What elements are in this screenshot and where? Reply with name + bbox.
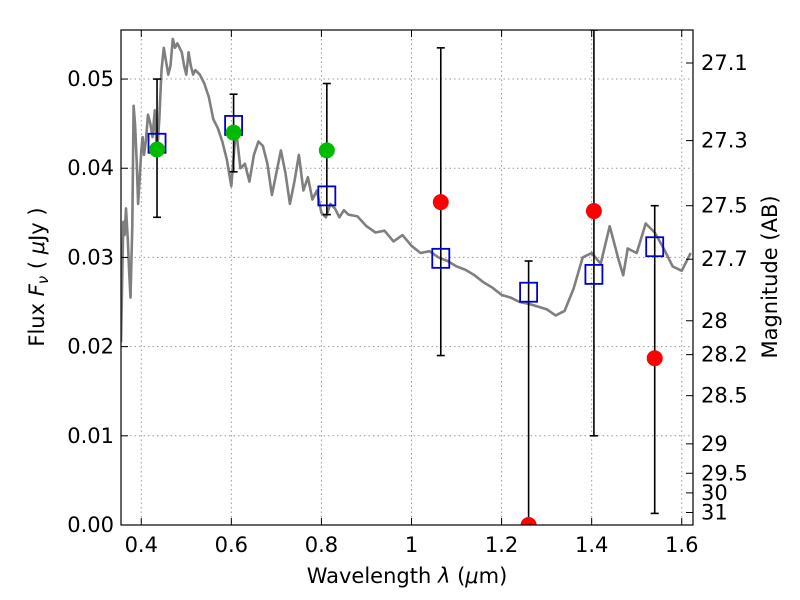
upper-limit-point xyxy=(585,203,602,220)
y2-tick-label: 29 xyxy=(701,432,728,456)
y-tick-label: 0.05 xyxy=(67,67,114,91)
model-photometry-box xyxy=(645,236,665,258)
y2-tick-label: 28.5 xyxy=(701,384,748,408)
detected-flux-point xyxy=(149,141,166,158)
x-tick-label: 0.4 xyxy=(125,533,158,557)
detected-flux-point xyxy=(225,124,242,141)
y2-tick-label: 29.5 xyxy=(701,461,748,485)
y-tick-label: 0.03 xyxy=(67,245,114,269)
grid xyxy=(121,30,693,526)
y-axis-label: Flux Fν ( μJy ) xyxy=(25,207,52,346)
detected-flux-point xyxy=(318,142,335,159)
y-tick-label: 0.02 xyxy=(67,335,114,359)
y-tick-label: 0.04 xyxy=(67,156,114,180)
y2-tick-label: 30 xyxy=(701,481,728,505)
x-tick-label: 1.2 xyxy=(485,533,518,557)
plot-area xyxy=(121,30,692,525)
y2-tick-label: 27.7 xyxy=(701,247,748,271)
y2-tick-label: 31 xyxy=(701,501,728,525)
x-tick-label: 1.6 xyxy=(665,533,698,557)
y2-tick-label: 27.1 xyxy=(701,51,748,75)
y2-tick-label: 28 xyxy=(701,309,728,333)
y-tick-label: 0.00 xyxy=(67,513,114,537)
upper-limit-point xyxy=(432,194,449,211)
y2-tick-label: 27.3 xyxy=(701,129,748,153)
axes-frame xyxy=(120,29,694,526)
y2-axis-label: Magnitude (AB) xyxy=(758,195,782,358)
x-tick-label: 1 xyxy=(405,533,418,557)
x-axis-label: Wavelength λ (μm) xyxy=(307,564,508,588)
y2-tick-label: 28.2 xyxy=(701,343,748,367)
x-tick-label: 0.6 xyxy=(215,533,248,557)
model-spectrum-line xyxy=(121,37,692,343)
y-tick-label: 0.01 xyxy=(67,424,114,448)
x-tick-label: 0.8 xyxy=(305,533,338,557)
y2-tick-label: 27.5 xyxy=(701,194,748,218)
x-tick-label: 1.4 xyxy=(575,533,608,557)
model-photometry-box xyxy=(519,281,539,303)
model-photometry-box xyxy=(431,247,451,269)
ticks: 0.4 0.6 0.8 1 1.2 1.4 1.6 0.00 0.01 0.02 0.03 0.04 0… xyxy=(67,30,748,557)
upper-limit-point xyxy=(520,517,537,525)
upper-limit-point xyxy=(646,350,663,367)
model-photometry-box xyxy=(317,185,337,207)
model-photometry-box xyxy=(584,263,604,285)
